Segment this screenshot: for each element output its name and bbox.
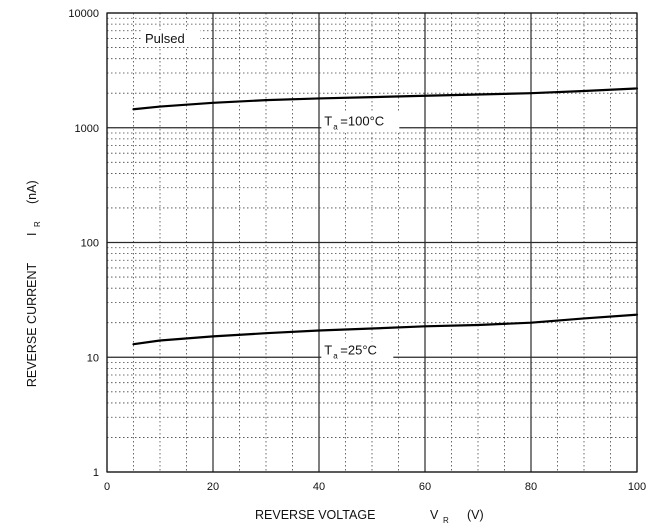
series-label-100c: T a =100°C — [321, 112, 400, 132]
y-tick-label: 100 — [81, 238, 99, 250]
x-tick-label: 20 — [207, 481, 219, 493]
y-axis-label-unit: (nA) — [25, 180, 39, 204]
x-tick-label: 80 — [525, 481, 537, 493]
y-axis-label-main: REVERSE CURRENT — [25, 262, 39, 387]
series-label-25c-value: =25°C — [340, 342, 377, 357]
series-line-100c — [132, 87, 639, 111]
series-label-100c-subscript: a — [333, 122, 338, 131]
series-label-25c-bg — [321, 341, 394, 361]
y-tick-label: 10 — [87, 352, 99, 364]
x-tick-label: 60 — [419, 481, 431, 493]
y-axis-label-subscript: R — [33, 221, 42, 227]
plot-frame — [106, 12, 638, 473]
y-tick-label: 1000 — [75, 123, 99, 135]
x-axis-label-unit: (V) — [467, 508, 484, 522]
series-label-25c: T a =25°C — [321, 341, 394, 361]
pulsed-label-bg — [142, 30, 200, 47]
frame-layer — [106, 12, 638, 473]
series-label-100c-value: =100°C — [340, 113, 384, 128]
y-tick-label: 10000 — [68, 8, 99, 20]
x-axis-label-subscript: R — [443, 516, 449, 525]
y-axis-label-symbol: I — [25, 233, 39, 236]
y-tick-label: 1 — [93, 467, 99, 479]
ticks-layer: 0 20 40 60 80 100 1 10 100 1000 10000 — [68, 8, 646, 493]
series-label-25c-prefix: T — [324, 342, 332, 357]
y-axis-label: REVERSE CURRENT I R (nA) — [25, 180, 42, 387]
x-tick-label: 0 — [104, 481, 110, 493]
x-tick-label: 40 — [313, 481, 325, 493]
grid-layer — [106, 12, 638, 473]
series-line-25c — [132, 313, 639, 346]
series-labels: T a =100°C T a =25°C — [321, 112, 400, 361]
x-axis-label: REVERSE VOLTAGE V R (V) — [255, 508, 484, 525]
x-tick-label: 100 — [628, 481, 646, 493]
series-label-25c-subscript: a — [333, 351, 338, 360]
series-label-100c-bg — [321, 112, 400, 132]
x-axis-label-main: REVERSE VOLTAGE — [255, 508, 375, 522]
pulsed-label: Pulsed — [145, 31, 185, 46]
series-layer — [132, 87, 639, 346]
series-label-100c-prefix: T — [324, 113, 332, 128]
x-axis-label-symbol: V — [430, 508, 439, 522]
